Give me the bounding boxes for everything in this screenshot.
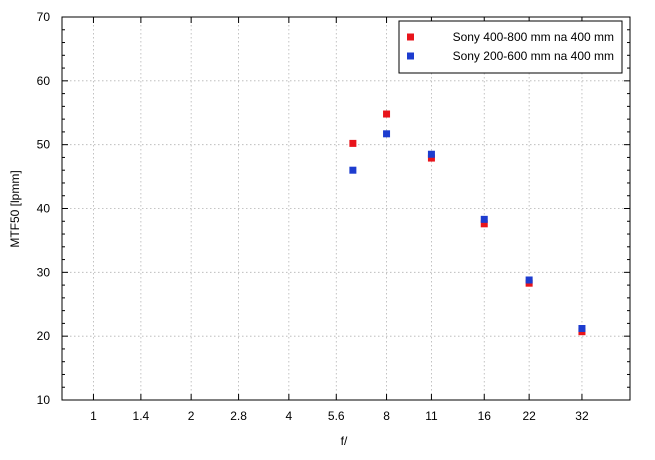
- series-2-point: [349, 166, 357, 174]
- grid: [62, 17, 630, 400]
- legend: Sony 400-800 mm na 400 mm Sony 200-600 mm…: [398, 20, 623, 74]
- legend-label-1: Sony 400-800 mm na 400 mm: [453, 30, 614, 44]
- x-tick-label: 2: [188, 409, 195, 423]
- series-2-point: [427, 150, 435, 158]
- series-1-point: [480, 220, 488, 228]
- x-tick-label: 32: [575, 409, 589, 423]
- x-tick-label: 8: [383, 409, 390, 423]
- y-tick-label: 70: [37, 10, 51, 24]
- x-tick-label: 4: [286, 409, 293, 423]
- legend-marker-2: [407, 52, 414, 60]
- x-tick-label: 5.6: [328, 409, 345, 423]
- x-tick-label: 11: [425, 409, 438, 423]
- series-2-point: [578, 325, 586, 333]
- series-2-point: [383, 130, 391, 138]
- x-tick-label: 22: [522, 409, 536, 423]
- x-tick-label: 2.8: [230, 409, 247, 423]
- series-2-point: [480, 215, 488, 223]
- y-tick-label: 10: [37, 393, 51, 407]
- x-tick-label: 1.4: [133, 409, 150, 423]
- series-1-point: [427, 154, 435, 162]
- y-tick-label: 50: [37, 138, 51, 152]
- legend-box: [398, 20, 623, 74]
- legend-label-2: Sony 200-600 mm na 400 mm: [453, 49, 614, 63]
- x-tick-label: 16: [478, 409, 492, 423]
- plot-frame: [61, 16, 631, 401]
- series-1-point: [383, 110, 391, 118]
- y-tick-label: 20: [37, 329, 51, 343]
- tick-labels: 10 20 30 40 50 60 70 1 1.4 2 2.8 4 5.6 8 11 16 22 32: [37, 10, 589, 423]
- series-1-point: [349, 139, 357, 147]
- y-axis-label: MTF50 [lpmm]: [8, 170, 22, 247]
- legend-marker-1: [407, 33, 414, 41]
- y-tick-label: 30: [37, 265, 51, 279]
- x-axis-label: f/: [341, 434, 348, 448]
- series-2-point: [525, 276, 533, 284]
- y-tick-label: 40: [37, 202, 51, 216]
- data-points: [349, 110, 586, 336]
- y-tick-label: 60: [37, 74, 51, 88]
- axes: [61, 16, 631, 401]
- x-tick-label: 1: [90, 409, 97, 423]
